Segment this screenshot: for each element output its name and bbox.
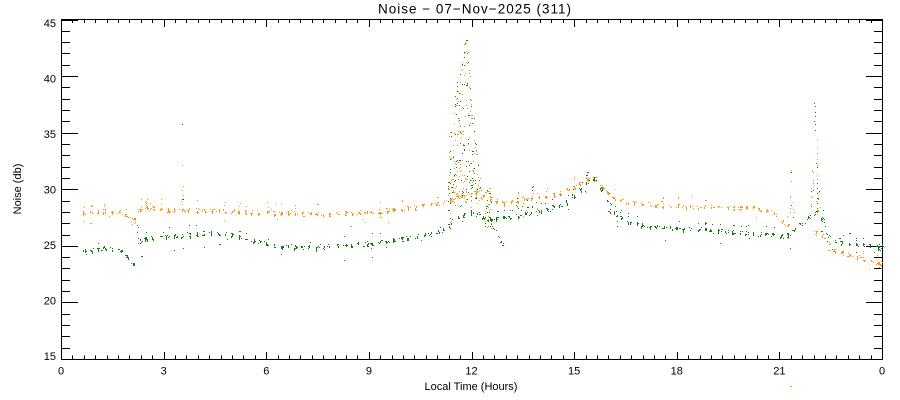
svg-text:35: 35 <box>44 129 56 141</box>
svg-text:45: 45 <box>44 18 56 30</box>
svg-text:3: 3 <box>161 366 167 378</box>
svg-text:15: 15 <box>44 351 56 363</box>
svg-text:21: 21 <box>773 366 785 378</box>
svg-text:15: 15 <box>568 366 580 378</box>
svg-text:40: 40 <box>44 74 56 86</box>
svg-text:Noise (db): Noise (db) <box>12 164 24 215</box>
svg-text:Local Time (Hours): Local Time (Hours) <box>425 381 518 393</box>
svg-text:0: 0 <box>879 366 885 378</box>
svg-text:12: 12 <box>465 366 477 378</box>
svg-text:Noise − 07−Nov−2025 (311): Noise − 07−Nov−2025 (311) <box>378 2 572 17</box>
svg-text:18: 18 <box>671 366 683 378</box>
svg-text:20: 20 <box>44 296 56 308</box>
svg-text:25: 25 <box>44 240 56 252</box>
svg-text:9: 9 <box>366 366 372 378</box>
svg-text:6: 6 <box>263 366 269 378</box>
svg-text:30: 30 <box>44 185 56 197</box>
svg-text:0: 0 <box>58 366 64 378</box>
